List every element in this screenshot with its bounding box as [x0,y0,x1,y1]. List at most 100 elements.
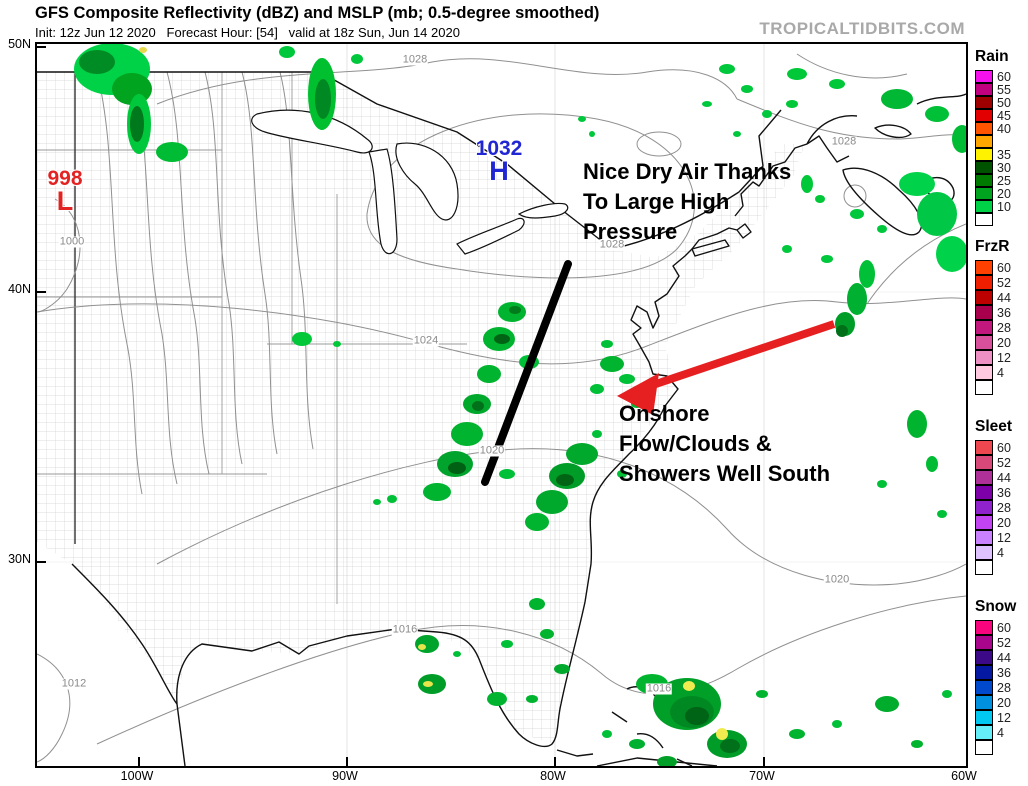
high-pressure-symbol: H [489,156,509,186]
great-lakes [251,109,569,255]
low-pressure-marker: 998 L [43,168,87,216]
legend-segment: 52 [975,634,1027,650]
legend-segment: 36 [975,484,1027,500]
legend-swatch [975,82,993,96]
legend-segment: 30 [975,160,1027,175]
legend-swatch [975,349,993,365]
legend-value: 52 [997,455,1011,470]
coastlines [37,71,966,766]
legend-frzr: FrzR 60 52 44 36 28 20 12 4 [975,238,1027,395]
legend-swatch [975,739,993,755]
legend-value: 60 [997,440,1011,455]
legend-segment: 52 [975,454,1027,470]
legend-value: 60 [997,260,1011,275]
annotation-line: Pressure [583,219,678,244]
isobar-label: 1012 [60,677,88,690]
legend-segment: 4 [975,724,1027,740]
isobar-label: 1016 [391,623,419,636]
isobar-label: 1020 [823,573,851,586]
annotation-line: Onshore [619,401,710,426]
legend-value: 50 [997,95,1011,110]
legend-swatch [975,484,993,500]
legend-swatch [975,544,993,560]
page-title: GFS Composite Reflectivity (dBZ) and MSL… [35,4,600,22]
legend-segment: 20 [975,334,1027,350]
legend-value: 44 [997,470,1011,485]
legend-swatch [975,529,993,545]
legend-segment [975,739,1027,755]
legend-swatch [975,289,993,305]
legend-swatch [975,439,993,455]
legend-value: 12 [997,710,1011,725]
legend-segment: 12 [975,529,1027,545]
legend-sleet: Sleet 60 52 44 36 28 20 12 4 [975,418,1027,575]
legend-swatch [975,514,993,530]
legend-swatch [975,499,993,515]
legend-segment: 20 [975,694,1027,710]
legend-value: 52 [997,275,1011,290]
legend-swatch [975,709,993,725]
legend-segment [975,379,1027,395]
legend-swatch [975,694,993,710]
legend-swatch [975,69,993,83]
legend-value: 35 [997,147,1011,162]
legend-value: 20 [997,335,1011,350]
legend-swatch [975,173,993,187]
legend-swatch [975,679,993,695]
isobar-label: 1028 [830,135,858,148]
axis-ticks [37,46,765,766]
legend-value: 60 [997,620,1011,635]
tropicaltidbits-logo: TROPICALTIDBITS.COM [759,19,965,38]
legend-swatch [975,134,993,148]
high-pressure-value: 1032 [475,137,523,160]
legend-segment: 36 [975,304,1027,320]
legend-swatch [975,649,993,665]
legend-segment: 28 [975,319,1027,335]
legend-swatch [975,559,993,575]
legend-value: 60 [997,69,1011,84]
legend-swatch [975,212,993,226]
legend-title: Snow [975,598,1017,615]
annotation-line: Showers Well South [619,461,831,486]
legend-segment: 44 [975,289,1027,305]
lat-axis-label: 40N [8,282,31,296]
map-canvas: 1032 H 998 L Nice Dry Air Thanks To Larg… [35,42,968,768]
legend-segment [975,559,1027,575]
legend-title: Rain [975,48,1009,65]
weather-map-svg [37,44,966,766]
legend-segment: 60 [975,439,1027,455]
legend-segment: 60 [975,69,1027,84]
legend-swatch [975,664,993,680]
lon-axis-label: 60W [951,769,977,783]
legend-value: 20 [997,515,1011,530]
legend-value: 30 [997,160,1011,175]
legend-swatch [975,319,993,335]
legend-swatch [975,364,993,380]
legend-value: 40 [997,121,1011,136]
legend-segment: 10 [975,199,1027,214]
legend-swatch [975,147,993,161]
low-pressure-symbol: L [56,186,74,216]
legend-segment: 20 [975,514,1027,530]
legend-swatch [975,469,993,485]
legend-value: 28 [997,680,1011,695]
legend-swatch [975,724,993,740]
legend-segment: 45 [975,108,1027,123]
lon-axis-label: 90W [332,769,358,783]
isobar-label: 1000 [58,235,86,248]
legend-value: 10 [997,199,1011,214]
legend-swatch [975,379,993,395]
model-init-line: Init: 12z Jun 12 2020 Forecast Hour: [54… [35,25,460,40]
legend-value: 4 [997,545,1004,560]
legend-swatch [975,160,993,174]
annotation-line: Flow/Clouds & [619,431,772,456]
legend-value: 4 [997,725,1004,740]
legend-segment: 36 [975,664,1027,680]
legend-swatch [975,634,993,650]
legend-value: 28 [997,500,1011,515]
isobar-label: 1020 [478,444,506,457]
land-county-texture [37,72,805,744]
legend-segment: 4 [975,364,1027,380]
legend-value: 36 [997,485,1011,500]
